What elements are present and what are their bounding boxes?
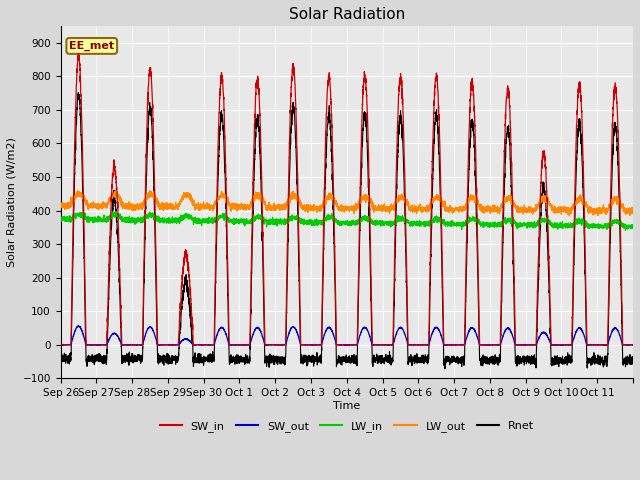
Text: EE_met: EE_met (69, 41, 115, 51)
Legend: SW_in, SW_out, LW_in, LW_out, Rnet: SW_in, SW_out, LW_in, LW_out, Rnet (155, 417, 538, 436)
X-axis label: Time: Time (333, 401, 360, 411)
Title: Solar Radiation: Solar Radiation (289, 7, 405, 22)
Y-axis label: Solar Radiation (W/m2): Solar Radiation (W/m2) (7, 137, 17, 267)
